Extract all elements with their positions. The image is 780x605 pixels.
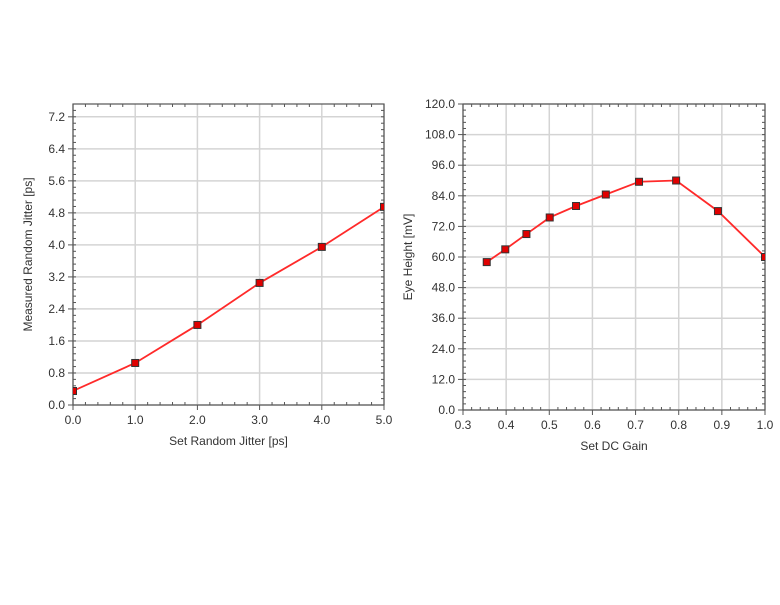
y-axis-label: Eye Height [mV] <box>401 214 415 301</box>
chart-2: 0.3 0.4 0.5 0.6 0.7 0.8 0.9 1.0 0.0 12.0 24.0 36.0 4… <box>401 97 774 453</box>
y-tick-label: 5.6 <box>48 174 65 188</box>
x-tick-label: 0.8 <box>670 418 687 432</box>
x-tick-label: 0.4 <box>498 418 515 432</box>
y-axis-label: Measured Random Jitter [ps] <box>21 177 35 331</box>
y-tick-label: 48.0 <box>432 281 456 295</box>
y-tick-label: 84.0 <box>432 189 456 203</box>
y-tick-label: 2.4 <box>48 302 65 316</box>
series-line <box>486 179 765 263</box>
series-eye-height <box>482 176 765 267</box>
y-tick-label: 1.6 <box>48 334 65 348</box>
data-point <box>193 320 202 329</box>
y-tick-label: 0.0 <box>438 403 455 417</box>
data-point <box>761 253 765 261</box>
data-point <box>131 358 140 367</box>
data-point <box>601 190 610 199</box>
y-tick-label: 7.2 <box>48 110 65 124</box>
x-tick-label: 0.9 <box>714 418 731 432</box>
y-tick-label: 60.0 <box>432 250 456 264</box>
plot-area <box>73 104 384 405</box>
y-tick-label: 3.2 <box>48 270 65 284</box>
x-tick-label: 0.7 <box>627 418 644 432</box>
data-point <box>501 245 510 254</box>
x-tick-label: 4.0 <box>313 413 330 427</box>
y-tick-label: 0.0 <box>48 398 65 412</box>
y-tick-label: 12.0 <box>432 372 456 386</box>
data-point <box>522 230 531 239</box>
y-tick-label: 4.0 <box>48 238 65 252</box>
x-tick-label: 0.5 <box>541 418 558 432</box>
series-measured-rj <box>73 202 384 395</box>
chart-1: 0.0 1.0 2.0 3.0 4.0 5.0 0.0 0.8 1.6 2.4 3.2 4.0 4.8 5… <box>21 103 393 448</box>
y-tick-label: 96.0 <box>432 158 456 172</box>
data-point <box>73 386 77 395</box>
x-tick-label: 0.3 <box>455 418 472 432</box>
data-point <box>317 242 326 251</box>
data-point <box>572 202 581 210</box>
x-tick-label: 0.0 <box>65 413 82 427</box>
x-tick-label: 0.6 <box>584 418 601 432</box>
x-tick-label: 3.0 <box>251 413 268 427</box>
plot-frame <box>72 103 385 406</box>
data-point <box>635 177 644 186</box>
y-tick-label: 0.8 <box>48 366 65 380</box>
y-tick-label: 72.0 <box>432 219 456 233</box>
x-tick-label: 2.0 <box>189 413 206 427</box>
data-point <box>380 202 384 211</box>
y-tick-label: 6.4 <box>48 142 65 156</box>
data-point <box>672 176 681 185</box>
x-tick-label: 1.0 <box>127 413 144 427</box>
x-tick-label: 5.0 <box>376 413 393 427</box>
x-axis-label: Set DC Gain <box>580 439 647 453</box>
data-point <box>545 213 554 222</box>
y-tick-label: 36.0 <box>432 311 456 325</box>
x-axis-label: Set Random Jitter [ps] <box>169 434 288 448</box>
data-point <box>713 207 722 216</box>
x-tick-label: 1.0 <box>757 418 774 432</box>
y-tick-label: 120.0 <box>425 97 455 111</box>
y-tick-label: 4.8 <box>48 206 65 220</box>
data-point <box>482 258 491 267</box>
series-line <box>73 206 384 392</box>
data-point <box>255 278 264 287</box>
y-tick-label: 24.0 <box>432 342 456 356</box>
y-tick-label: 108.0 <box>425 128 455 142</box>
